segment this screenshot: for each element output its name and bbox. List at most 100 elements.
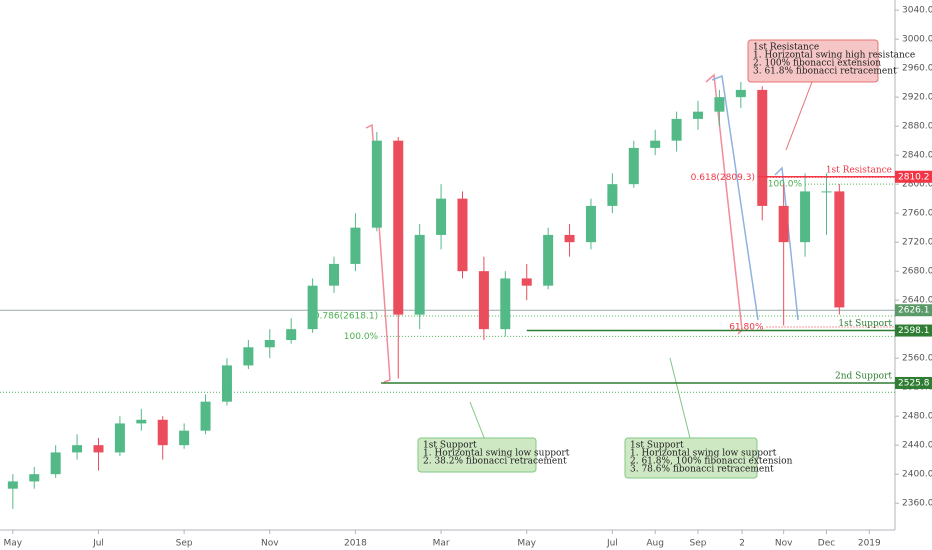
callout-text: 2. 100% fibonacci extension (753, 59, 881, 69)
drawings (365, 73, 813, 441)
candle-body (778, 205, 789, 243)
x-tick-label: Jul (606, 539, 618, 549)
candle-body (671, 118, 682, 141)
candle-body (93, 445, 104, 453)
fib-label: 100.0% (344, 332, 379, 342)
callout-text: 1. Horizontal swing low support (423, 449, 570, 459)
y-tick-label: 2880.0 (902, 122, 932, 132)
candle-body (157, 419, 168, 446)
level-name: 2nd Support (835, 371, 892, 381)
candle-body (221, 365, 232, 402)
x-tick-label: Nov (775, 539, 793, 549)
fib-label: 61.80% (729, 322, 764, 332)
y-tick-label: 2640.0 (902, 296, 932, 306)
y-tick-label: 2400.0 (902, 470, 932, 480)
candle-body (7, 481, 18, 489)
candle-body (834, 191, 845, 308)
candle-body (136, 419, 147, 424)
candle-body (179, 430, 190, 446)
candle-body (757, 89, 768, 206)
candle-body (72, 445, 83, 453)
candle-body (800, 191, 811, 243)
callout-box (624, 437, 758, 479)
candle-body (436, 198, 447, 235)
price-box-label: 2525.8 (898, 378, 930, 388)
y-tick-label: 2440.0 (902, 441, 932, 451)
price-box-label: 2810.2 (898, 172, 930, 182)
callout-pointer (469, 401, 486, 441)
x-tick-label: Mar (433, 539, 450, 549)
x-tick-label: Aug (646, 539, 664, 549)
callout-text: 1st Resistance (753, 43, 819, 53)
y-tick-label: 2760.0 (902, 209, 932, 219)
candle-body (564, 234, 575, 243)
callout-text: 1. Horizontal swing low support (630, 449, 777, 459)
candle-body (607, 184, 618, 206)
fib-label: 100.0% (768, 180, 803, 190)
drawn-arrow (711, 74, 759, 321)
x-tick-label: May (4, 539, 23, 549)
level-name: 1st Support (838, 319, 892, 329)
x-tick-label: 2019 (858, 539, 881, 549)
x-tick-label: Nov (261, 539, 279, 549)
candle-body (478, 271, 489, 330)
callout-text: 1st Support (630, 441, 684, 451)
drawn-arrow (774, 166, 799, 321)
price-box-label: 2598.1 (898, 326, 930, 336)
candle-body (264, 340, 275, 348)
y-tick-label: 2800.0 (902, 180, 932, 190)
candle-body (821, 191, 832, 193)
callout-pointer (785, 81, 813, 151)
level-name: 1st Resistance (826, 165, 892, 175)
x-tick-label: Jul (92, 539, 104, 549)
y-tick-label: 2680.0 (902, 267, 932, 277)
candle-body (521, 278, 532, 286)
y-tick-label: 2720.0 (902, 238, 932, 248)
candle-body (714, 97, 725, 112)
y-tick-label: 2560.0 (902, 354, 932, 364)
y-tick-label: 2920.0 (902, 93, 932, 103)
candle-body (114, 423, 125, 453)
callout-box (747, 39, 879, 83)
candle-body (50, 452, 61, 475)
callout-text: 2. 61.8%, 100% fibonacci extension (630, 457, 793, 467)
x-tick-label: Dec (818, 539, 835, 549)
candle-body (350, 227, 361, 264)
fib-label: 0.786(2618.1) (314, 312, 378, 322)
callout-pointer (669, 357, 691, 439)
y-tick-label: 2840.0 (902, 151, 932, 161)
candle-body (29, 474, 40, 482)
x-tick-label: 2018 (344, 539, 367, 549)
x-tick-label: 2 (739, 539, 745, 549)
x-tick-label: May (517, 539, 536, 549)
y-tick-label: 3040.0 (902, 6, 932, 16)
price-box (895, 170, 932, 183)
candle-body (414, 234, 425, 315)
candle-body (735, 89, 746, 98)
y-tick-label: 3000.0 (902, 35, 932, 45)
drawn-arrow (365, 123, 391, 383)
y-tick-label: 2360.0 (902, 499, 932, 509)
callout-text: 1. Horizontal swing high resistance (753, 51, 915, 61)
price-box (895, 324, 932, 337)
candle-body (500, 278, 511, 330)
candle-body (585, 205, 596, 243)
candle-body (307, 285, 318, 330)
x-tick-label: Sep (690, 539, 707, 549)
price-box (895, 376, 932, 389)
candle-body (457, 198, 468, 272)
price-box-label: 2626.1 (898, 306, 930, 316)
callout-text: 3. 78.6% fibonacci retracement (630, 465, 774, 475)
y-tick-label: 2960.0 (902, 64, 932, 74)
candle-body (286, 329, 297, 341)
y-tick-label: 2480.0 (902, 412, 932, 422)
x-tick-label: Sep (176, 539, 193, 549)
candle-body (243, 347, 254, 366)
candle-body (371, 140, 382, 228)
drawn-arrow (705, 73, 743, 335)
callout-box (417, 437, 537, 473)
candle-body (693, 111, 704, 119)
callout-text: 3. 61.8% fibonacci retracement (753, 67, 897, 77)
candle-body (329, 263, 340, 286)
